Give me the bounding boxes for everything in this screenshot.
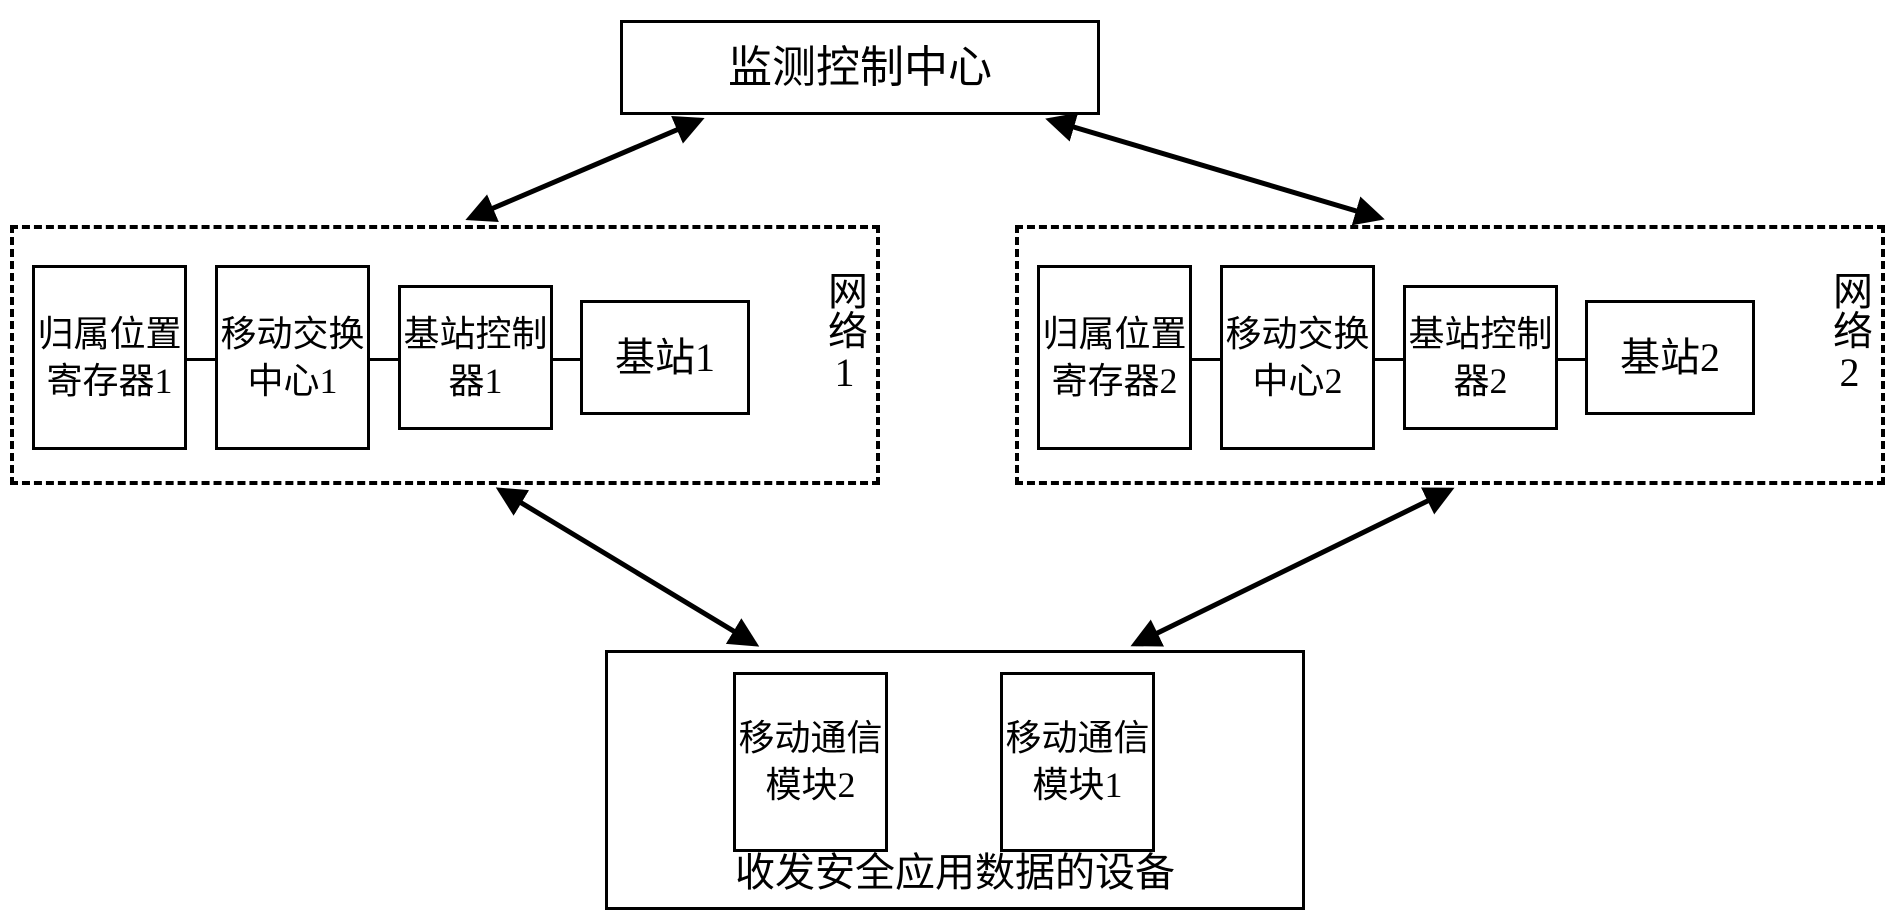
- arrows-svg: [0, 0, 1890, 923]
